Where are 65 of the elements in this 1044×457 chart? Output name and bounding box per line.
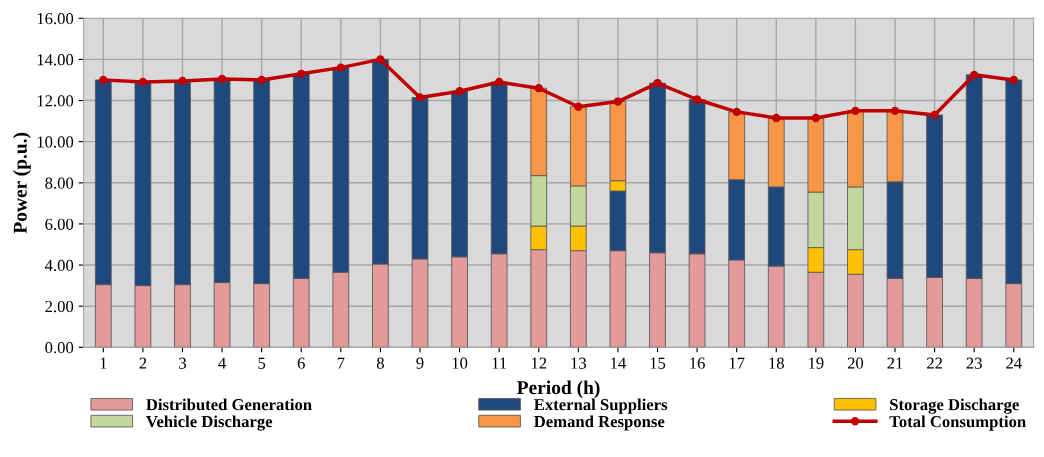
point	[890, 106, 900, 115]
point	[178, 76, 187, 86]
point	[534, 84, 543, 93]
point	[970, 70, 979, 80]
y-axis-title: Power (p.u.)	[13, 132, 31, 234]
x-tick-label: 18	[769, 357, 784, 369]
legend-label: Storage Discharge	[890, 398, 1019, 414]
point	[772, 113, 781, 123]
x-tick-label: 16	[690, 357, 705, 369]
point	[336, 63, 345, 72]
y-tick-label: 16.00	[37, 12, 74, 25]
y-tick-label: 4.00	[44, 259, 74, 272]
point	[494, 77, 504, 87]
x-tick-label: 19	[808, 357, 824, 369]
legend-label: Distributed Generation	[146, 398, 312, 411]
x-tick-label: 23	[966, 357, 982, 369]
y-tick-label: 0.00	[45, 342, 74, 354]
x-axis-title: Period (h)	[517, 380, 600, 399]
point	[732, 107, 741, 117]
y-tick-label: 2.00	[45, 300, 74, 313]
point	[692, 95, 702, 104]
x-tick-label: 3	[179, 357, 186, 369]
x-tick-label: 11	[492, 357, 507, 369]
point	[613, 97, 623, 106]
x-tick-label: 20	[847, 357, 864, 369]
x-tick-label: 1	[100, 357, 107, 369]
x-tick-label: 22	[927, 357, 943, 369]
legend-label: Vehicle Discharge	[146, 415, 273, 431]
x-tick-label: 5	[258, 357, 266, 369]
legend-label: Total Consumption	[889, 415, 1026, 431]
point	[574, 102, 583, 111]
x-tick-label: 21	[887, 357, 903, 369]
point	[217, 74, 227, 84]
x-tick-label: 4	[218, 357, 226, 369]
x-tick-label: 2	[139, 357, 147, 369]
y-tick-label: 8.00	[45, 177, 74, 189]
x-tick-label: 12	[531, 357, 547, 369]
point	[376, 55, 385, 64]
x-tick-label: 7	[337, 357, 345, 369]
x-tick-label: 6	[297, 357, 305, 369]
point	[138, 77, 148, 87]
x-tick-label: 24	[1006, 357, 1022, 369]
x-tick-label: 14	[611, 357, 626, 369]
point	[415, 93, 425, 102]
point	[1009, 75, 1018, 85]
legend-label: External Suppliers	[534, 398, 668, 414]
x-tick-label: 13	[571, 357, 587, 369]
x-tick-label: 10	[452, 357, 468, 369]
x-tick-label: 15	[650, 357, 666, 369]
legend-label: Demand Response	[534, 415, 665, 431]
x-tick-label: 9	[416, 357, 424, 369]
point	[851, 106, 860, 115]
point	[930, 110, 939, 120]
y-tick-label: 10.00	[37, 136, 74, 148]
x-tick-label: 17	[729, 357, 745, 369]
y-tick-label: 6.00	[45, 218, 74, 230]
point	[297, 69, 306, 78]
point	[99, 75, 108, 85]
point	[811, 113, 821, 123]
point	[455, 87, 464, 96]
point	[653, 78, 662, 88]
y-tick-label: 14.00	[37, 54, 74, 66]
y-tick-label: 12.00	[37, 95, 74, 107]
x-tick-label: 8	[376, 357, 384, 369]
point	[257, 75, 266, 85]
